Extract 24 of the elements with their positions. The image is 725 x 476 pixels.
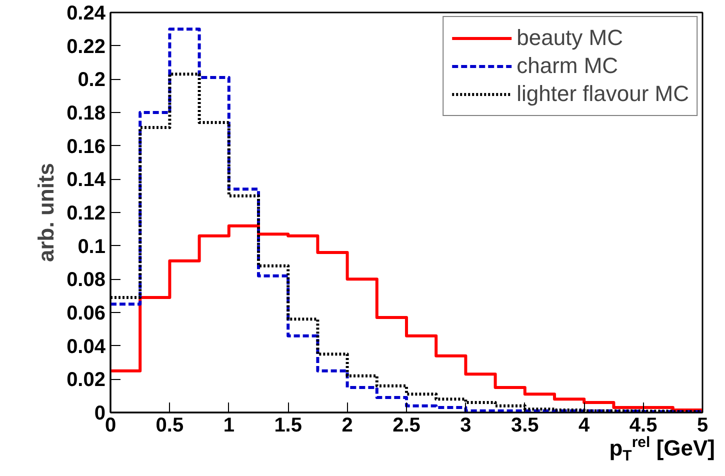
legend-label: lighter flavour MC — [516, 81, 689, 107]
y-tick-label: 0.2 — [78, 69, 106, 92]
y-tick-label: 0.02 — [66, 369, 106, 392]
y-tick-label: 0.06 — [66, 302, 106, 324]
x-tick-label: 2.5 — [392, 414, 420, 436]
x-tick-label: 1.5 — [274, 414, 302, 436]
y-tick-label: 0.1 — [78, 236, 106, 258]
x-tick-label: 3 — [460, 414, 472, 436]
legend-label: charm MC — [516, 53, 618, 79]
x-tick-label: 4 — [578, 414, 591, 436]
y-tick-label: 0.04 — [66, 336, 106, 358]
x-tick-label: 3.5 — [511, 414, 539, 436]
y-tick-label: 0.08 — [66, 269, 106, 292]
y-tick-label: 0.18 — [66, 102, 106, 124]
x-tick-label: 1 — [223, 414, 234, 436]
y-tick-label: 0.16 — [66, 136, 106, 158]
legend-label: beauty MC — [516, 25, 623, 51]
y-axis-title: arb. units — [34, 162, 59, 262]
y-tick-label: 0.24 — [66, 2, 106, 24]
y-tick-label: 0.14 — [66, 169, 106, 192]
x-tick-label: 2 — [342, 414, 353, 436]
x-tick-label: 0.5 — [156, 414, 184, 436]
y-tick-label: 0.22 — [66, 36, 106, 58]
y-tick-label: 0.12 — [66, 202, 106, 224]
